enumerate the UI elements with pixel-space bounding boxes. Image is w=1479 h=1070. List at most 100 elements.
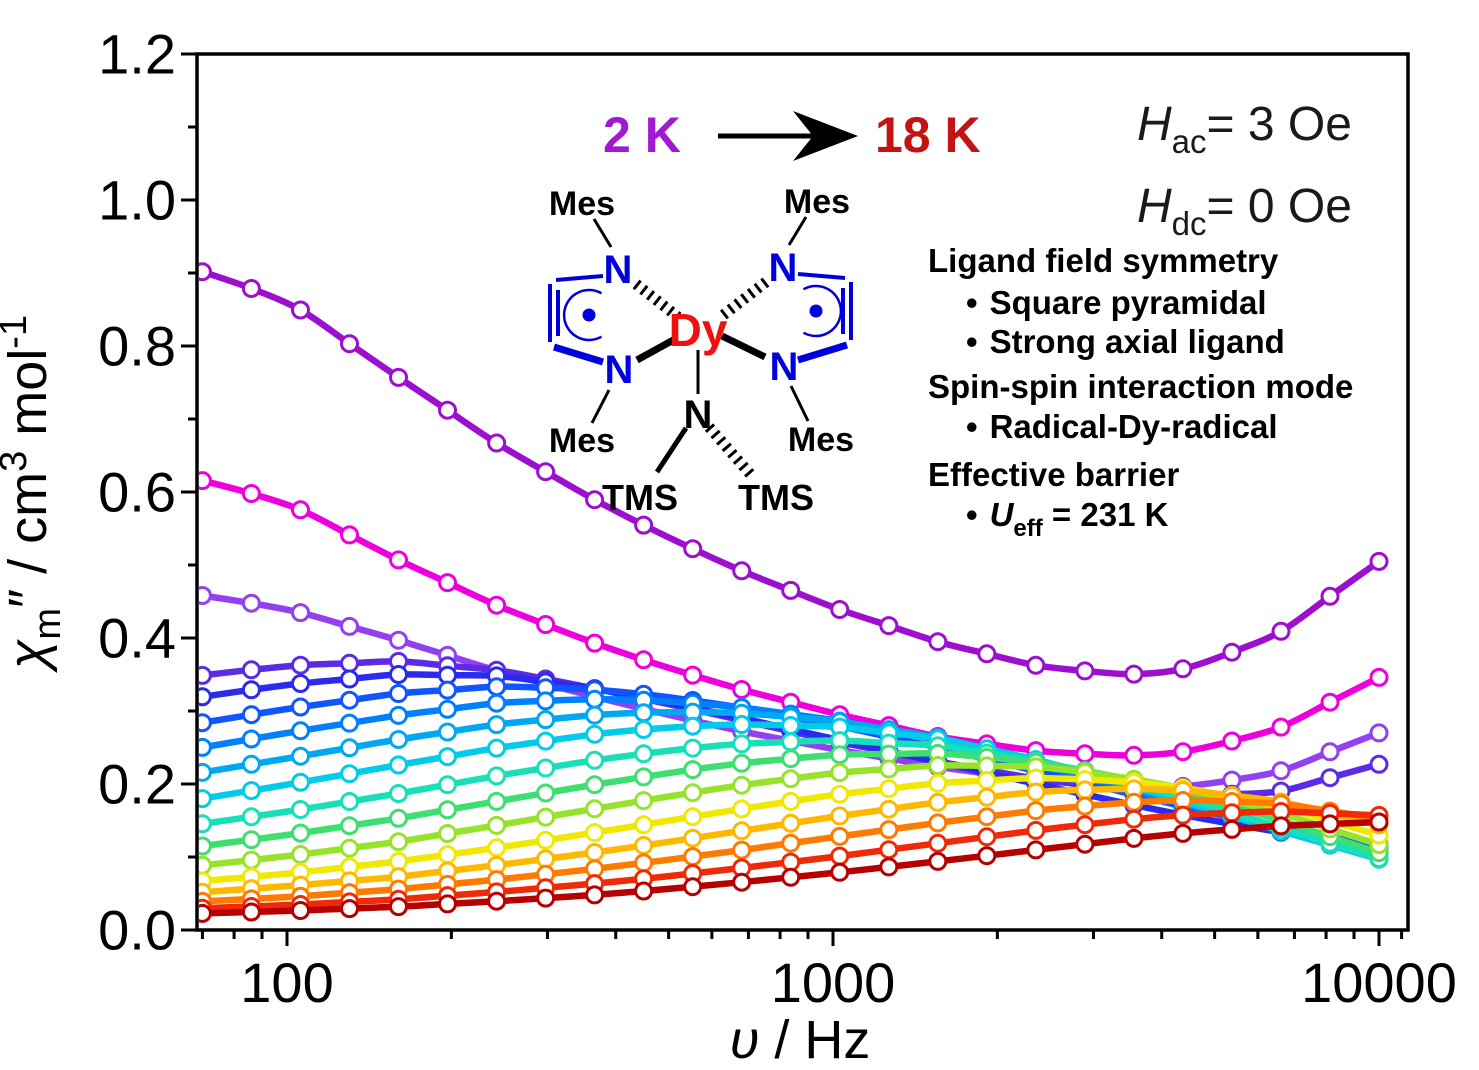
mes-label-bottom-right: Mes (788, 421, 854, 459)
dc-field-value: Hdc= 0 Oe (1137, 180, 1352, 242)
y-tick-label: 1.0 (98, 169, 176, 232)
y-tick-label: 1.2 (98, 23, 176, 86)
temperature-legend: 2 K 18 K (603, 107, 981, 163)
data-point-marker (389, 832, 408, 852)
left-radical-arc (562, 288, 603, 342)
data-point-marker (683, 828, 703, 848)
data-point-marker (683, 539, 703, 559)
data-point-marker (199, 471, 212, 491)
data-point-marker (340, 690, 359, 710)
data-point-marker (291, 697, 310, 717)
data-point-marker (1124, 792, 1144, 812)
data-point-marker (732, 775, 752, 795)
data-point-marker (487, 815, 507, 835)
data-point-marker (536, 710, 556, 730)
data-point-marker (977, 787, 997, 807)
data-point-marker (1320, 586, 1340, 606)
data-point-marker (1026, 782, 1046, 802)
data-point-marker (634, 853, 654, 873)
data-point-marker (487, 433, 507, 453)
ac-field-value: Hac= 3 Oe (1137, 98, 1352, 160)
note-bullet-strong-axial-ligand: • Strong axial ligand (966, 323, 1285, 360)
data-point-marker (634, 815, 654, 835)
data-point-marker (634, 720, 654, 739)
data-point-marker (634, 515, 654, 535)
data-point-marker (487, 693, 507, 713)
data-point-marker (585, 724, 605, 744)
bond-mes-ntl (592, 218, 613, 248)
data-point-marker (781, 580, 801, 600)
data-point-marker (199, 586, 212, 605)
data-point-marker (340, 653, 359, 673)
data-point-marker (536, 691, 556, 711)
data-point-marker (536, 615, 556, 634)
data-point-marker (1369, 723, 1389, 743)
y-tick-label: 0.6 (98, 461, 176, 524)
data-point-marker (438, 845, 457, 865)
data-point-marker (1369, 812, 1389, 832)
series-18K (199, 812, 1389, 923)
data-point-marker (389, 897, 408, 917)
data-point-marker (241, 484, 261, 503)
data-point-marker (389, 730, 408, 749)
bold-bond-nbl-dy (635, 334, 679, 364)
data-point-marker (241, 680, 261, 700)
data-point-marker (241, 807, 261, 827)
data-point-marker (487, 766, 507, 786)
mes-label-bottom-left: Mes (549, 422, 615, 460)
y-axis-tick-labels: 0.0 0.2 0.4 0.6 0.8 1.0 1.2 (98, 23, 176, 962)
data-point-marker (1271, 621, 1291, 641)
data-point-marker (683, 877, 703, 897)
data-point-marker (340, 616, 359, 636)
data-point-marker (340, 816, 359, 836)
data-point-marker (830, 745, 850, 765)
data-point-marker (241, 830, 261, 850)
data-point-marker (291, 300, 310, 320)
right-ligand-ring (796, 272, 853, 364)
notes-panel: Ligand field symmetry • Square pyramidal … (928, 242, 1353, 542)
data-point-marker (1124, 828, 1144, 848)
data-point-marker (732, 715, 752, 734)
data-point-marker (1026, 840, 1046, 860)
bold-bond-nbr-dy (720, 332, 767, 361)
data-point-marker (340, 899, 359, 919)
data-point-marker (199, 665, 212, 685)
y-tick-label: 0.0 (98, 899, 176, 962)
data-point-marker (830, 784, 850, 804)
data-point-marker (241, 850, 261, 870)
bond-n-tms-left (654, 426, 689, 474)
data-point-marker (585, 705, 605, 725)
data-point-marker (732, 753, 752, 773)
data-point-marker (291, 772, 310, 792)
data-point-marker (830, 862, 850, 882)
data-point-marker (1124, 664, 1144, 684)
data-point-marker (199, 903, 212, 923)
data-point-marker (1173, 659, 1193, 679)
bond-mes-nbr (789, 385, 810, 422)
data-point-marker (487, 715, 507, 735)
left-radical-dot-icon (582, 308, 596, 322)
x-axis-title: υ / Hz (730, 1010, 871, 1070)
data-point-marker (438, 894, 457, 914)
data-point-marker (732, 680, 752, 699)
data-point-marker (585, 689, 605, 709)
data-point-marker (1320, 742, 1340, 762)
note-bullet-radical-dy-radical: • Radical-Dy-radical (966, 408, 1278, 445)
data-point-marker (879, 840, 899, 860)
data-point-marker (585, 633, 605, 653)
hashed-bond-ntl-dy (632, 279, 682, 322)
data-point-marker (340, 525, 359, 545)
data-point-marker (1173, 742, 1193, 762)
data-point-marker (438, 824, 457, 843)
data-point-marker (1369, 667, 1389, 687)
x-axis-tick-labels: 100 1000 10000 (240, 951, 1457, 1014)
data-point-marker (732, 799, 752, 819)
data-point-marker (291, 901, 310, 920)
data-point-marker (1369, 551, 1389, 571)
data-point-marker (536, 783, 556, 803)
data-point-marker (340, 738, 359, 758)
note-heading-spin-spin: Spin-spin interaction mode (928, 368, 1353, 405)
data-point-marker (487, 677, 507, 697)
data-point-marker (830, 806, 850, 826)
data-point-marker (830, 600, 850, 619)
